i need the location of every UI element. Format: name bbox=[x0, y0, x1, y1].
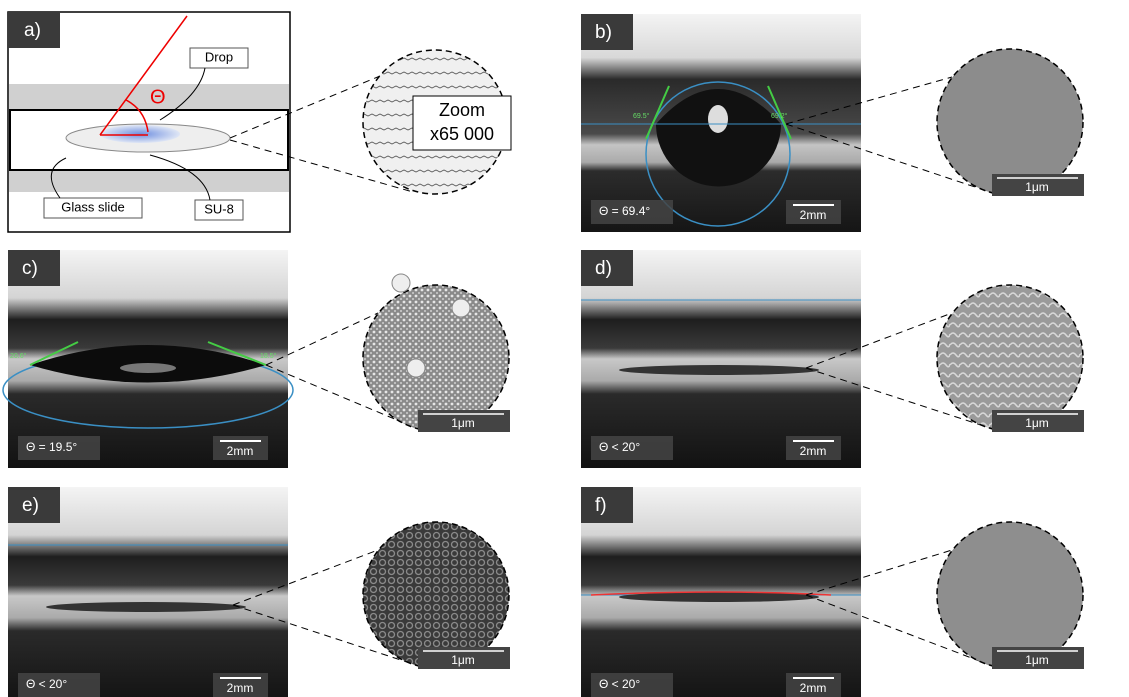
micro-scale-label: 1μm bbox=[1025, 180, 1049, 194]
reflection bbox=[120, 363, 176, 373]
drop bbox=[46, 602, 246, 612]
panel: e) Θ < 20° 2mm 1μm bbox=[8, 487, 510, 697]
sem-image bbox=[937, 285, 1083, 431]
panel-label: a) bbox=[24, 20, 41, 41]
contact-angle: Θ < 20° bbox=[599, 440, 640, 454]
micro-scale-label: 1μm bbox=[1025, 416, 1049, 430]
sem-image bbox=[363, 285, 509, 431]
panel-label: d) bbox=[595, 258, 612, 279]
theta: Θ bbox=[150, 86, 166, 108]
panel-label: b) bbox=[595, 22, 612, 43]
panel-label: c) bbox=[22, 258, 38, 279]
panel-a: Θ Drop Glass slide SU-8 Zoom x65 000 a) bbox=[8, 12, 512, 232]
scale-label: 2mm bbox=[800, 208, 827, 222]
micro-scale-label: 1μm bbox=[451, 416, 475, 430]
contact-angle: Θ = 19.5° bbox=[26, 440, 77, 454]
drop bbox=[100, 125, 180, 143]
sem-image bbox=[363, 522, 509, 668]
angle-value: 20.6° bbox=[10, 352, 27, 360]
micro-scale-label: 1μm bbox=[1025, 653, 1049, 667]
band bbox=[9, 84, 289, 110]
panel-label: e) bbox=[22, 495, 39, 516]
panel-label: f) bbox=[595, 495, 607, 516]
angle-value: 69.5° bbox=[633, 112, 650, 120]
panel: d) Θ < 20° 2mm 1μm bbox=[581, 250, 1084, 468]
contact-angle: Θ = 69.4° bbox=[599, 204, 650, 218]
particle bbox=[392, 274, 410, 292]
band bbox=[9, 170, 289, 192]
reflection bbox=[708, 105, 728, 133]
scale-label: 2mm bbox=[800, 444, 827, 458]
contact-angle: Θ < 20° bbox=[599, 677, 640, 691]
scale-label: 2mm bbox=[227, 681, 254, 695]
angle-value: 18.5° bbox=[260, 352, 277, 360]
particle bbox=[407, 359, 425, 377]
angle-value: 69.2° bbox=[771, 112, 788, 120]
drop-label: Drop bbox=[205, 49, 233, 64]
panel: f) Θ < 20° 2mm 1μm bbox=[581, 487, 1084, 697]
zoom-magnification: x65 000 bbox=[430, 124, 494, 144]
panel: 69.5° 69.2° b) Θ = 69.4° 2mm 1μm bbox=[581, 14, 1084, 232]
su8-label: SU-8 bbox=[204, 201, 234, 216]
panel: 20.6° 18.5° c) Θ = 19.5° 2mm 1μm bbox=[3, 250, 510, 468]
panel-label-box bbox=[581, 487, 633, 523]
glass-label: Glass slide bbox=[61, 199, 125, 214]
scale-label: 2mm bbox=[227, 444, 254, 458]
particle bbox=[452, 299, 470, 317]
micro-scale-label: 1μm bbox=[451, 653, 475, 667]
scale-label: 2mm bbox=[800, 681, 827, 695]
contact-angle: Θ < 20° bbox=[26, 677, 67, 691]
zoom-text: Zoom bbox=[439, 100, 485, 120]
page: {"panels": [ {"label": "a)", "drop": "Dr… bbox=[0, 0, 1129, 697]
drop bbox=[619, 365, 819, 375]
sem-image bbox=[937, 49, 1083, 195]
sem-image bbox=[937, 522, 1083, 668]
figure: Θ Drop Glass slide SU-8 Zoom x65 000 a) … bbox=[0, 0, 1129, 697]
